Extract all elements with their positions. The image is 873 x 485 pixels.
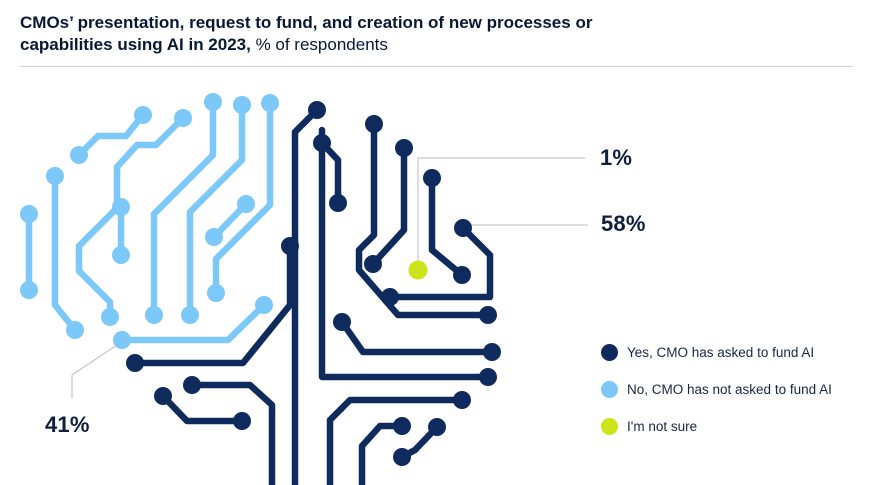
series-no-node-9: [261, 94, 279, 112]
series-no-trace-5: [212, 99, 274, 297]
data-label-yes: 58%: [601, 211, 646, 236]
series-no-node-18: [205, 228, 223, 246]
series-yes-trace-11: [318, 126, 492, 381]
series-no-node-4: [101, 308, 119, 326]
series-yes-nodes: [126, 101, 501, 466]
legend-label-no: No, CMO has not asked to fund AI: [627, 381, 832, 397]
series-no-node-20: [113, 331, 131, 349]
series-no-node-11: [46, 167, 64, 185]
leader-lines: [71, 157, 588, 398]
series-yes-trace-13: [358, 422, 406, 485]
series-yes-node-18: [483, 343, 501, 361]
series-yes-node-15: [454, 219, 472, 237]
series-yes-node-7: [313, 134, 331, 152]
series-yes-node-22: [428, 418, 446, 436]
series-no-node-19: [255, 296, 273, 314]
series-yes-node-9: [365, 115, 383, 133]
series-yes-trace-4: [159, 392, 246, 425]
leader-line-41pct: [71, 342, 121, 398]
series-yes-node-5: [154, 387, 172, 405]
series-no-node-5: [204, 93, 222, 111]
series-yes-trace-12: [326, 396, 466, 485]
series-yes-trace-10: [338, 318, 496, 356]
series-not-sure-node: [408, 260, 428, 280]
series-yes-node-6: [233, 412, 251, 430]
series-yes-node-8: [329, 194, 347, 212]
series-yes-node-23: [393, 448, 411, 466]
series-no-node-17: [237, 195, 255, 213]
series-no-trace-1: [75, 111, 147, 159]
series-yes-trace-8: [428, 174, 466, 279]
legend-swatch-no: [601, 380, 618, 398]
legend: Yes, CMO has asked to fund AI No, CMO ha…: [601, 342, 832, 453]
series-no-traces: [25, 98, 274, 344]
series-no-trace-2: [75, 114, 187, 321]
series-yes-trace-2: [131, 242, 294, 367]
chart-title-unit: % of respondents: [250, 35, 388, 54]
chart-title-bold: CMOs’ presentation, request to fund, and…: [20, 13, 593, 54]
series-yes-node-10: [479, 306, 497, 324]
series-no-trace-10: [118, 301, 268, 344]
series-yes-node-21: [393, 417, 411, 435]
series-no-node-12: [66, 321, 84, 339]
series-yes-trace-1: [291, 106, 321, 485]
series-yes-node-17: [333, 313, 351, 331]
series-yes-node-14: [453, 266, 471, 284]
data-label-not-sure: 1%: [600, 145, 633, 170]
series-no-trace-3: [150, 98, 217, 319]
data-label-no: 41%: [45, 412, 90, 437]
legend-swatch-not-sure: [601, 417, 618, 435]
legend-item-yes: Yes, CMO has asked to fund AI: [601, 342, 832, 362]
series-yes-trace-9: [386, 224, 494, 301]
series-yes-trace-3: [188, 381, 276, 485]
series-no-node-8: [181, 306, 199, 324]
series-yes-node-11: [395, 139, 413, 157]
legend-label-not-sure: I'm not sure: [627, 418, 698, 434]
series-no-trace-6: [51, 172, 79, 334]
series-yes-node-16: [381, 288, 399, 306]
series-no-node-10: [207, 284, 225, 302]
series-no-node-3: [174, 109, 192, 127]
series-yes-trace-6: [355, 120, 492, 319]
series-yes-node-2: [281, 237, 299, 255]
series-no-node-1: [70, 146, 88, 164]
leader-line-1pct: [417, 157, 585, 268]
title-divider: [20, 66, 853, 67]
series-no-node-7: [233, 96, 251, 114]
legend-item-no: No, CMO has not asked to fund AI: [601, 379, 832, 399]
legend-label-yes: Yes, CMO has asked to fund AI: [627, 344, 815, 360]
series-yes-node-20: [453, 391, 471, 409]
legend-swatch-yes: [601, 343, 618, 361]
series-yes-node-4: [183, 376, 201, 394]
series-yes-node-12: [364, 255, 382, 273]
series-yes-node-13: [423, 169, 441, 187]
series-no-trace-4: [186, 101, 246, 319]
series-no-node-16: [112, 246, 130, 264]
series-no-nodes: [20, 93, 279, 349]
series-no-node-14: [20, 281, 38, 299]
chart-title: CMOs’ presentation, request to fund, and…: [20, 12, 660, 56]
series-yes-node-1: [308, 101, 326, 119]
legend-item-not-sure: I'm not sure: [601, 416, 832, 436]
series-no-node-15: [112, 198, 130, 216]
series-no-node-6: [145, 306, 163, 324]
series-no-node-13: [20, 205, 38, 223]
series-yes-node-3: [126, 354, 144, 372]
series-yes-node-19: [479, 368, 497, 386]
series-yes-trace-7: [369, 144, 408, 268]
series-yes-traces: [131, 106, 496, 485]
series-no-node-2: [134, 106, 152, 124]
